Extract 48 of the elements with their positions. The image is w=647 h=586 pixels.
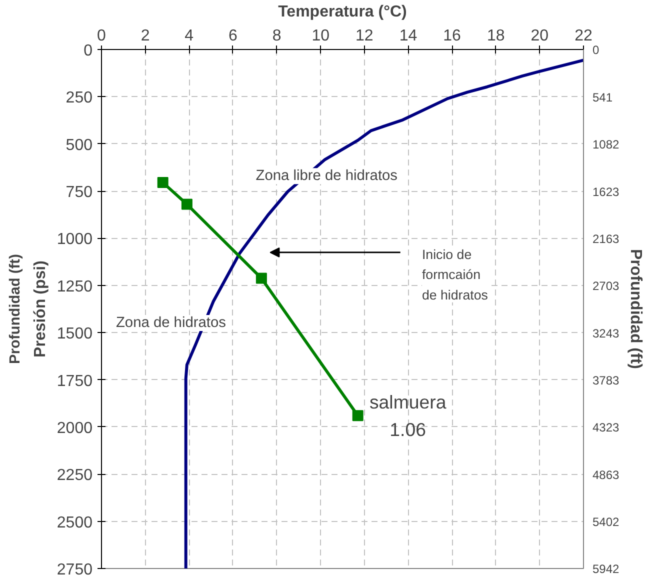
y-tick-label: 1250 xyxy=(56,278,93,296)
annotation: Zona de hidratos xyxy=(116,315,226,332)
y-tick-label: 1750 xyxy=(56,372,93,390)
y-tick-label: 250 xyxy=(66,90,93,107)
y2-tick-label: 0 xyxy=(592,43,600,57)
x-tick-label: 20 xyxy=(530,28,549,44)
x-axis-title: Temperatura (°C) xyxy=(278,4,407,20)
y2-tick-label: 5402 xyxy=(592,514,620,529)
y-tick-label: 1000 xyxy=(56,231,93,248)
series-label: salmuera 1.06 xyxy=(369,391,447,440)
annotation: Inicio de formcaión de hidratos xyxy=(422,246,488,302)
y-axis-title: Presión (psi) xyxy=(32,260,49,358)
x-tick-label: 14 xyxy=(399,28,418,44)
y2-tick-label: 1623 xyxy=(592,184,620,199)
point xyxy=(352,410,364,422)
y-tick-label: 2250 xyxy=(56,467,93,484)
y-tick-label: 750 xyxy=(66,184,93,202)
y-tick-label: 2000 xyxy=(56,420,93,437)
text: Profundidad (ft) xyxy=(8,254,24,364)
x-tick-label: 12 xyxy=(356,28,374,44)
annotation: Zona libre de hidratos xyxy=(256,168,398,184)
point xyxy=(256,272,267,284)
y2-tick-label: 3783 xyxy=(592,373,620,388)
x-tick-label: 8 xyxy=(272,28,282,44)
x-tick-label: 0 xyxy=(97,28,106,44)
y2-tick-label: 2163 xyxy=(592,232,620,246)
y-tick-label: 2500 xyxy=(56,514,93,532)
y2-tick-label: 1082 xyxy=(592,138,620,152)
y2-tick-label: 541 xyxy=(592,90,613,104)
x-tick-label: 10 xyxy=(312,28,330,44)
y2-tick-label: 4863 xyxy=(592,468,620,482)
y2-tick-label: 2703 xyxy=(592,279,620,294)
point xyxy=(181,198,192,210)
x-tick-label: 2 xyxy=(140,28,150,44)
y-tick-label: 500 xyxy=(66,136,93,154)
y2-tick-label: 4323 xyxy=(592,420,620,435)
y2-tick-label: 5942 xyxy=(592,562,620,576)
x-tick-label: 4 xyxy=(184,28,194,44)
x-tick-label: 18 xyxy=(486,28,505,44)
point xyxy=(157,177,168,188)
y-tick-label: 0 xyxy=(84,42,93,60)
y2-axis-title: Profundidad (ft) xyxy=(627,249,644,369)
x-tick-label: 6 xyxy=(228,28,238,44)
x-tick-label: 22 xyxy=(574,28,592,44)
y-tick-label: 2750 xyxy=(56,562,93,578)
y-tick-label: 1500 xyxy=(56,326,93,343)
x-tick-label: 16 xyxy=(443,28,462,44)
y2-tick-label: 3243 xyxy=(592,326,620,340)
